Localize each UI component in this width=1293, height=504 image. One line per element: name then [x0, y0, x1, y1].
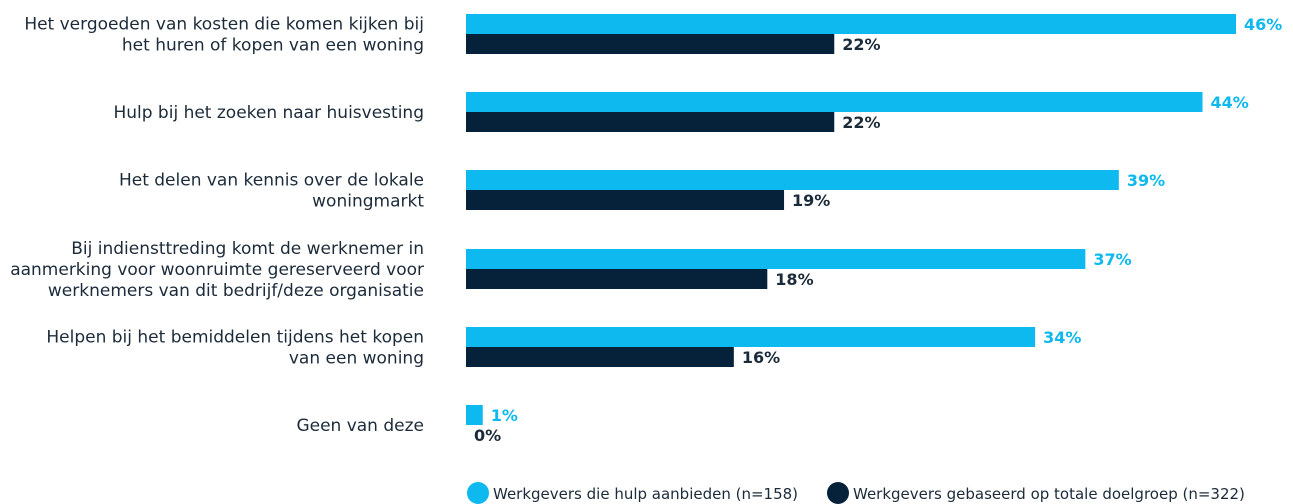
bar-series-2: [466, 347, 734, 367]
data-label-series-2: 18%: [775, 270, 813, 289]
bar-series-1: [466, 327, 1036, 347]
data-label-series-2: 19%: [792, 191, 830, 210]
legend: Werkgevers die hulp aanbieden (n=158) Wer…: [467, 482, 1245, 504]
bars: [466, 14, 1236, 425]
bar-series-2: [466, 112, 835, 132]
legend-label-series-2: Werkgevers gebaseerd op totale doelgroep…: [853, 485, 1245, 503]
category-label-line: Geen van deze: [296, 416, 424, 436]
category-label: Het vergoeden van kosten die komen kijke…: [24, 15, 424, 56]
category-label-line: Hulp bij het zoeken naar huisvesting: [113, 103, 424, 123]
bar-series-1: [466, 405, 483, 425]
bar-series-2: [466, 269, 768, 289]
bar-series-2: [466, 190, 785, 210]
bar-series-2: [466, 34, 835, 54]
category-label: Helpen bij het bemiddelen tijdens het ko…: [46, 328, 424, 369]
category-label-line: werknemers van dit bedrijf/deze organisa…: [48, 281, 424, 301]
legend-swatch-series-1: [467, 482, 489, 504]
category-label-line: het huren of kopen van een woning: [122, 36, 424, 56]
category-label-line: Helpen bij het bemiddelen tijdens het ko…: [46, 328, 424, 348]
bar-series-1: [466, 14, 1236, 34]
data-label-series-1: 46%: [1244, 15, 1282, 34]
bar-series-1: [466, 92, 1203, 112]
data-label-series-2: 16%: [742, 348, 780, 367]
data-label-series-2: 22%: [842, 35, 880, 54]
value-labels: 46% 22% 44% 22% 39% 19% 37% 18% 34% 16% 1%0%: [474, 15, 1282, 445]
data-label-series-2: 22%: [842, 113, 880, 132]
category-label: Geen van deze: [296, 416, 424, 436]
category-label: Bij indiensttreding komt de werknemer in…: [10, 239, 424, 301]
category-label: Het delen van kennis over de lokale wonin…: [119, 171, 424, 212]
bar-series-1: [466, 249, 1086, 269]
data-label-series-1: 44%: [1211, 93, 1249, 112]
category-label-line: Het vergoeden van kosten die komen kijke…: [24, 15, 424, 35]
category-label-line: woningmarkt: [312, 192, 424, 212]
category-label-line: aanmerking voor woonruimte gereserveerd …: [10, 260, 424, 280]
bar-series-1: [466, 170, 1119, 190]
data-label-series-1: 1%: [491, 406, 518, 425]
data-label-series-1: 37%: [1093, 250, 1131, 269]
data-label-series-2: 0%: [474, 426, 501, 445]
category-label: Hulp bij het zoeken naar huisvesting: [113, 103, 424, 123]
data-label-series-1: 34%: [1043, 328, 1081, 347]
data-label-series-1: 39%: [1127, 171, 1165, 190]
legend-swatch-series-2: [827, 482, 849, 504]
legend-label-series-1: Werkgevers die hulp aanbieden (n=158): [493, 485, 798, 503]
category-label-line: van een woning: [289, 349, 424, 369]
category-labels: Het vergoeden van kosten die komen kijke…: [10, 15, 424, 437]
category-label-line: Bij indiensttreding komt de werknemer in: [71, 239, 424, 259]
category-label-line: Het delen van kennis over de lokale: [119, 171, 424, 191]
